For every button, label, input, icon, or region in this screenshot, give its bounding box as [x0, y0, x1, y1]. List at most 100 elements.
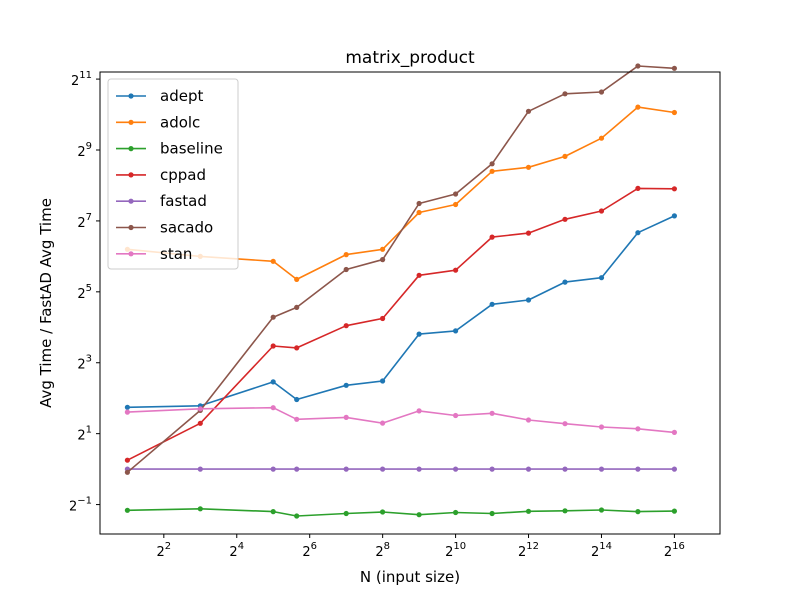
series-line-adolc [127, 106, 675, 281]
data-point-cppad [270, 343, 276, 349]
series-adept [124, 213, 678, 410]
data-point-fastad [197, 466, 203, 472]
data-point-cppad [453, 267, 459, 273]
data-point-stan [489, 410, 495, 416]
x-tick-label: 216 [664, 541, 685, 560]
data-point-stan [598, 424, 605, 430]
y-tick-label: 27 [77, 212, 92, 231]
legend-label: fastad [160, 192, 207, 210]
data-point-sacado [525, 108, 532, 114]
legend-entry-adept: adept [116, 87, 203, 105]
data-point-adept [343, 382, 349, 388]
data-point-baseline [525, 508, 532, 514]
data-point-cppad [197, 420, 203, 426]
legend-marker [128, 224, 134, 231]
y-tick-exponent: 9 [86, 141, 92, 152]
y-tick-label: 25 [77, 283, 92, 302]
data-point-stan [294, 416, 300, 422]
x-axis-label: N (input size) [360, 568, 460, 586]
x-tick-base: 2 [591, 545, 599, 560]
data-point-fastad [525, 466, 532, 472]
data-point-sacado [635, 63, 641, 69]
legend-entry-adolc: adolc [116, 113, 200, 131]
legend-entry-fastad: fastad [116, 192, 207, 210]
y-tick-base: 2 [77, 145, 85, 160]
data-point-adolc [294, 276, 300, 282]
data-point-sacado [416, 200, 422, 207]
data-point-adolc [598, 135, 605, 141]
data-point-adept [598, 275, 605, 281]
data-point-cppad [380, 315, 386, 322]
data-point-cppad [671, 186, 678, 192]
y-tick-base: 2 [77, 429, 85, 444]
plot-frame [99, 71, 721, 535]
series-sacado [124, 63, 678, 475]
legend-label: cppad [160, 166, 206, 184]
legend-marker [128, 119, 134, 125]
data-point-adolc [635, 104, 641, 110]
data-point-adept [380, 378, 386, 384]
x-tick-exponent: 10 [453, 541, 466, 552]
data-point-stan [270, 405, 276, 411]
data-point-sacado [124, 469, 130, 475]
chart-title: matrix_product [345, 48, 475, 68]
data-point-cppad [416, 272, 422, 278]
x-tick-label: 22 [156, 541, 171, 560]
data-point-adolc [416, 209, 422, 216]
data-point-stan [562, 421, 568, 427]
data-point-cppad [489, 234, 495, 240]
y-tick-label: 29 [77, 141, 92, 160]
series-line-stan [127, 406, 675, 434]
data-point-sacado [294, 304, 300, 310]
data-point-stan [416, 408, 422, 414]
data-point-fastad [294, 466, 300, 472]
x-tick-label: 210 [445, 541, 466, 560]
data-point-sacado [380, 257, 386, 263]
data-point-fastad [380, 466, 386, 472]
legend-box [107, 78, 239, 270]
data-point-sacado [562, 91, 568, 97]
data-point-cppad [635, 185, 641, 191]
data-point-cppad [124, 457, 130, 463]
data-point-stan [124, 409, 130, 415]
data-point-adept [525, 297, 532, 303]
data-point-adept [416, 331, 422, 337]
x-tick-base: 2 [375, 545, 383, 560]
data-point-fastad [416, 466, 422, 472]
series-line-baseline [127, 507, 675, 517]
data-point-sacado [453, 191, 459, 197]
y-tick-exponent: −1 [77, 496, 92, 507]
x-tick-base: 2 [302, 545, 310, 560]
data-point-fastad [453, 466, 459, 472]
data-point-fastad [270, 466, 276, 472]
x-tick-base: 2 [664, 545, 672, 560]
data-point-fastad [598, 466, 605, 472]
data-point-baseline [489, 510, 495, 517]
x-tick-exponent: 14 [599, 541, 612, 552]
data-point-stan [343, 414, 349, 420]
legend-marker [128, 251, 134, 257]
data-point-cppad [294, 345, 300, 351]
x-tick-exponent: 6 [311, 541, 317, 552]
data-point-cppad [343, 323, 349, 329]
data-point-stan [197, 406, 203, 412]
data-point-adolc [343, 252, 349, 258]
y-tick-base: 2 [77, 358, 85, 373]
x-tick-exponent: 8 [384, 541, 390, 552]
legend-entry-sacado: sacado [116, 219, 213, 237]
data-point-baseline [197, 506, 203, 512]
legend-entry-stan: stan [116, 245, 192, 263]
data-point-adept [270, 379, 276, 385]
x-tick-exponent: 2 [165, 541, 171, 552]
series-stan [124, 405, 678, 435]
data-point-baseline [343, 510, 349, 517]
legend-marker [128, 172, 134, 178]
data-point-stan [671, 429, 678, 435]
legend-entry-cppad: cppad [116, 166, 206, 184]
data-point-adept [453, 328, 459, 334]
data-point-adept [124, 404, 130, 410]
series-baseline [124, 506, 678, 519]
legend-marker [128, 198, 134, 204]
series-line-adept [127, 215, 675, 409]
